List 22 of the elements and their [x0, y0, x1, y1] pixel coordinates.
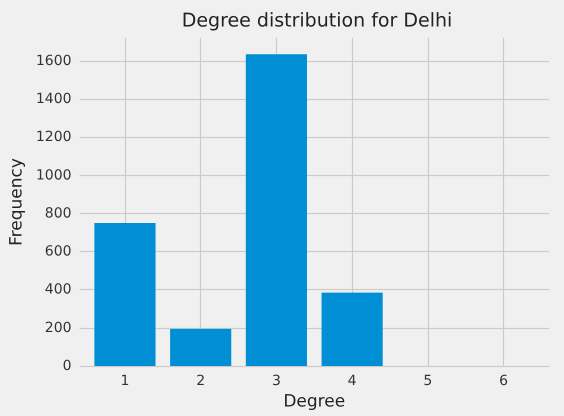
x-tick-label: 3 [272, 373, 281, 389]
x-tick-label: 6 [499, 373, 508, 389]
y-tick-label: 1600 [36, 52, 72, 69]
chart-title: Degree distribution for Delhi [182, 10, 452, 32]
y-tick-label: 600 [44, 244, 72, 260]
x-tick-label: 4 [348, 373, 357, 389]
bar [246, 54, 307, 366]
bar [322, 292, 383, 366]
y-tick-label: 200 [44, 320, 72, 336]
x-tick-label: 1 [120, 373, 130, 389]
y-tick-label: 400 [44, 282, 72, 298]
bar [94, 222, 156, 366]
bar [170, 328, 232, 366]
y-tick-label: 1000 [36, 167, 72, 184]
x-tick-label: 5 [423, 373, 432, 389]
y-axis-title: Frequency [6, 158, 26, 246]
y-tick-label: 1200 [36, 129, 72, 146]
y-tick-label: 1400 [36, 91, 72, 108]
y-tick-label: 800 [44, 205, 72, 222]
x-tick-label: 2 [196, 373, 206, 389]
x-axis-title: Degree [283, 391, 346, 412]
y-tick-label: 0 [62, 358, 72, 374]
